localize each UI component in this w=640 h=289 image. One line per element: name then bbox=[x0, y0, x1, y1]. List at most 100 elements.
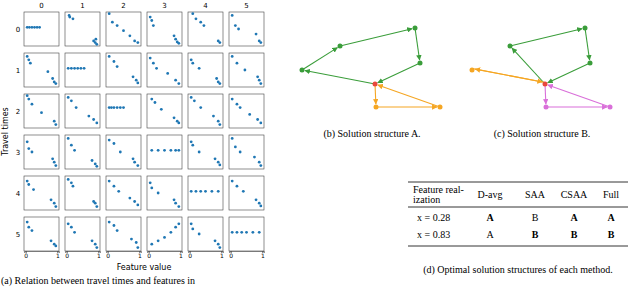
subplot bbox=[24, 12, 59, 46]
point bbox=[53, 120, 56, 123]
column-label: 5 bbox=[244, 2, 248, 10]
point bbox=[218, 41, 221, 44]
x-axis: 01 bbox=[24, 251, 60, 259]
plot-frame bbox=[229, 135, 264, 169]
plot-frame bbox=[229, 176, 264, 210]
point bbox=[113, 60, 116, 63]
plot-frame bbox=[106, 176, 141, 210]
point bbox=[150, 19, 153, 22]
point bbox=[259, 82, 262, 85]
caption: (a) Relation between travel times and fe… bbox=[1, 275, 195, 287]
point bbox=[174, 226, 177, 229]
table-rule bbox=[408, 207, 628, 208]
point bbox=[173, 198, 176, 201]
point bbox=[70, 226, 73, 229]
plot-frame bbox=[229, 217, 264, 251]
tick: 0 bbox=[147, 251, 151, 259]
point bbox=[92, 118, 95, 121]
point bbox=[67, 178, 70, 181]
point bbox=[113, 106, 116, 109]
plot-frame bbox=[65, 176, 100, 210]
column-label: 2 bbox=[121, 2, 125, 10]
point bbox=[116, 24, 119, 27]
subplot bbox=[188, 53, 223, 87]
point bbox=[94, 38, 97, 41]
point bbox=[258, 161, 261, 164]
row-label: 2 bbox=[16, 108, 20, 116]
route-edge bbox=[378, 85, 440, 107]
plot-frame bbox=[188, 135, 223, 169]
point bbox=[68, 16, 71, 19]
point bbox=[133, 161, 136, 164]
point bbox=[91, 239, 94, 242]
subplot bbox=[229, 135, 264, 169]
plot-frame bbox=[24, 94, 59, 128]
point bbox=[54, 123, 57, 126]
route-diagram bbox=[300, 26, 443, 110]
point bbox=[113, 142, 116, 145]
plot-frame bbox=[229, 53, 264, 87]
route-edge bbox=[415, 28, 420, 60]
point bbox=[122, 29, 125, 32]
subplot bbox=[229, 94, 264, 128]
point bbox=[111, 21, 114, 24]
point bbox=[50, 198, 53, 201]
point bbox=[163, 236, 166, 239]
route-edge bbox=[472, 69, 542, 82]
point bbox=[29, 62, 32, 65]
row-label: 3 bbox=[16, 149, 20, 157]
caption: (c) Solution structure B. bbox=[494, 128, 591, 140]
subplot bbox=[147, 12, 182, 46]
tick-label: 0 bbox=[106, 252, 110, 259]
point bbox=[31, 151, 34, 154]
points bbox=[149, 16, 180, 45]
point bbox=[218, 246, 221, 249]
point bbox=[231, 98, 234, 101]
route-edge bbox=[546, 106, 607, 107]
point bbox=[94, 243, 97, 246]
route-edge bbox=[378, 63, 420, 83]
point bbox=[113, 185, 116, 188]
point bbox=[119, 106, 122, 109]
plot-frame bbox=[147, 53, 182, 87]
subplot bbox=[188, 176, 223, 210]
point bbox=[253, 156, 256, 159]
point bbox=[231, 180, 234, 183]
route-edge bbox=[302, 48, 337, 70]
point bbox=[27, 98, 30, 101]
point bbox=[191, 144, 194, 147]
point bbox=[27, 147, 30, 150]
point bbox=[255, 198, 258, 201]
point bbox=[67, 67, 70, 70]
panel-a: 012345012345010101010101Feature valueTra… bbox=[1, 2, 265, 287]
point bbox=[259, 41, 262, 44]
point bbox=[53, 202, 56, 205]
point bbox=[174, 38, 177, 41]
point bbox=[87, 115, 90, 118]
plot-frame bbox=[65, 12, 100, 46]
plot-frame bbox=[106, 217, 141, 251]
table-cell: B bbox=[532, 229, 539, 240]
points bbox=[108, 12, 139, 44]
customer-node bbox=[508, 44, 513, 49]
point bbox=[76, 67, 79, 70]
tick: 0 bbox=[106, 251, 110, 259]
point bbox=[177, 205, 180, 208]
points bbox=[108, 180, 139, 207]
point bbox=[73, 67, 76, 70]
point bbox=[203, 24, 206, 27]
column-label: 4 bbox=[203, 2, 208, 10]
point bbox=[173, 116, 176, 119]
subplot bbox=[24, 94, 59, 128]
point bbox=[191, 228, 194, 231]
plot-frame bbox=[65, 53, 100, 87]
points bbox=[26, 140, 57, 167]
point bbox=[117, 190, 120, 193]
tick: 1 bbox=[179, 251, 183, 259]
point bbox=[195, 190, 198, 193]
points bbox=[67, 67, 86, 70]
point bbox=[150, 187, 153, 190]
points bbox=[108, 221, 139, 249]
point bbox=[53, 161, 56, 164]
point bbox=[31, 229, 34, 232]
